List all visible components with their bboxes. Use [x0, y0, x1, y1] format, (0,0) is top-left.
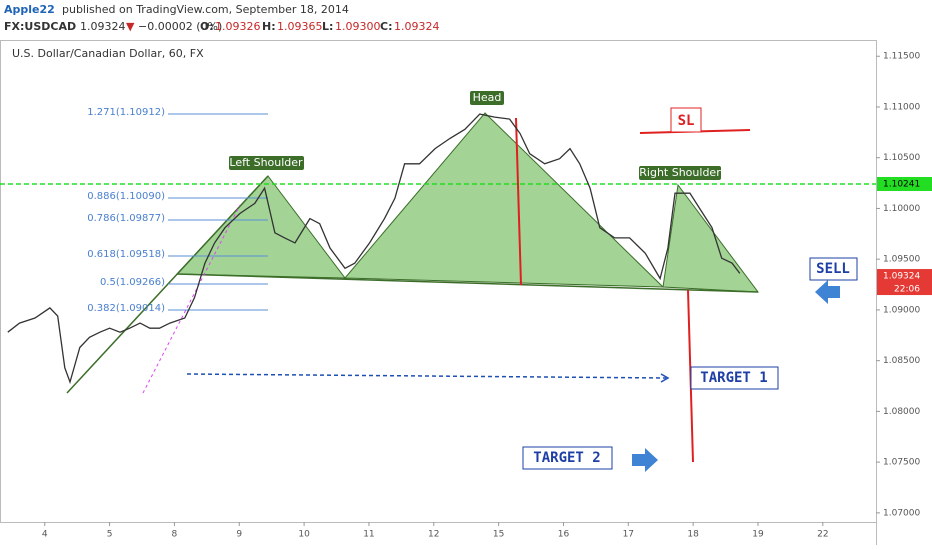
x-tick-label: 11: [363, 530, 374, 540]
label-box: [670, 107, 702, 133]
x-tick-label: 8: [172, 530, 178, 540]
level-label: 1.10241: [883, 179, 920, 189]
o: 1.09326: [215, 20, 261, 33]
head-label: Head: [473, 91, 502, 104]
y-tick-label: 1.08000: [883, 407, 920, 417]
published: published on TradingView.com, September …: [62, 3, 349, 16]
fib-label: 0.382(1.09014): [87, 303, 165, 314]
x-tick-label: 16: [558, 530, 570, 540]
fib-label: 0.886(1.10090): [87, 191, 165, 202]
x-tick-label: 4: [42, 530, 48, 540]
symbol: FX:USDCAD: [4, 20, 76, 33]
price-line: [7, 113, 741, 385]
target2-arrow: [632, 448, 658, 472]
trend-line: [66, 175, 269, 394]
label-bg: [470, 91, 504, 105]
last-price-tag: [877, 269, 932, 296]
y-tick-label: 1.11000: [883, 102, 920, 112]
chart-title: U.S. Dollar/Canadian Dollar, 60, FX: [12, 47, 204, 60]
h: 1.09365: [277, 20, 323, 33]
target2-label: TARGET 2: [533, 450, 600, 466]
y-tick-label: 1.10000: [883, 204, 920, 214]
level-tag: [877, 176, 932, 191]
label-box: [809, 257, 858, 281]
left-shoulder-label: Left Shoulder: [229, 156, 303, 169]
y-tick-label: 1.10500: [883, 153, 920, 163]
x-tick-label: 10: [298, 530, 310, 540]
o-label: O:: [200, 20, 214, 33]
y-tick-label: 1.11500: [883, 52, 920, 62]
fib-label: 0.786(1.09877): [87, 213, 165, 224]
sell-label: SELL: [816, 261, 850, 277]
l-label: L:: [322, 20, 333, 33]
target1-label: TARGET 1: [700, 370, 767, 386]
x-tick-label: 15: [493, 530, 504, 540]
last: 1.09324: [80, 20, 126, 33]
fib-label: 0.618(1.09518): [87, 249, 165, 260]
label-bg: [639, 166, 721, 180]
x-tick-label: 5: [107, 530, 113, 540]
fib-line: [142, 204, 241, 394]
x-tick-label: 22: [817, 530, 828, 540]
c: 1.09324: [394, 20, 440, 33]
y-tick-label: 1.09500: [883, 255, 920, 265]
arrow: ▼: [126, 20, 135, 33]
y-tick-label: 1.07000: [883, 508, 920, 518]
last-price-label: 1.09324: [883, 272, 920, 282]
x-tick-label: 18: [687, 530, 699, 540]
head-shape: [343, 112, 665, 288]
author[interactable]: Apple22: [4, 3, 55, 16]
y-tick-label: 1.08500: [883, 356, 920, 366]
target-arrowhead: [660, 373, 670, 383]
y-tick-label: 1.07500: [883, 458, 920, 468]
target-path: [186, 373, 667, 379]
header: Apple22 published on TradingView.com, Se…: [4, 3, 440, 33]
fib-label: 0.5(1.09266): [100, 277, 165, 288]
change: −0.00002 (0%): [138, 20, 222, 33]
right-shoulder-label: Right Shoulder: [639, 166, 721, 179]
label-box: [690, 366, 779, 390]
label-box: [522, 446, 613, 470]
pattern-drawings: [66, 112, 840, 472]
y-tick-label: 1.09000: [883, 305, 920, 315]
label-bg: [229, 156, 304, 170]
sell-arrow: [815, 280, 840, 304]
c-label: C:: [380, 20, 392, 33]
x-tick-label: 9: [236, 530, 242, 540]
x-tick-label: 12: [428, 530, 439, 540]
x-tick-label: 19: [752, 530, 764, 540]
last-price-time: 22:06: [894, 285, 920, 295]
h-label: H:: [262, 20, 276, 33]
x-tick-label: 17: [623, 530, 634, 540]
annotation-labels: Left Shoulder Head Right Shoulder SL SEL…: [229, 91, 858, 470]
fib-label: 1.271(1.10912): [87, 107, 165, 118]
l: 1.09300: [335, 20, 381, 33]
sl-label: SL: [678, 113, 695, 129]
head-height: [515, 117, 522, 286]
neckline: [176, 273, 759, 293]
